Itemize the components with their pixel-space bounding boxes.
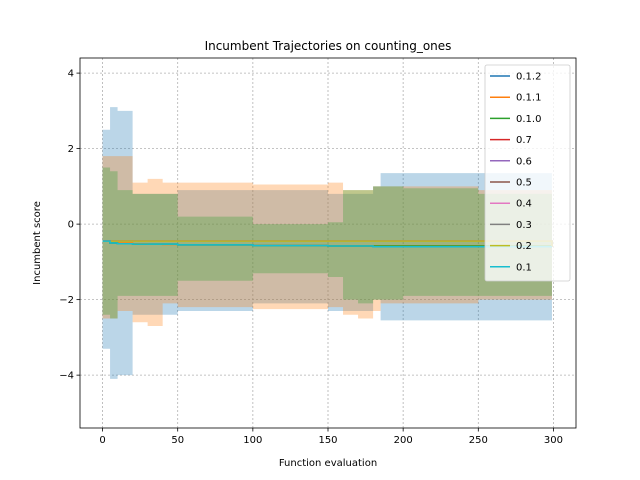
y-tick-label: −2 [59,295,74,306]
x-tick-label: 300 [544,435,563,446]
legend-label: 0.2 [516,241,532,252]
x-tick-label: 150 [318,435,337,446]
legend-label: 0.1.2 [516,72,541,83]
legend-label: 0.5 [516,178,532,189]
x-tick-label: 200 [394,435,413,446]
legend-label: 0.7 [516,135,532,146]
axis-ticks: 0 50 100 150 200 250 300 −4 −2 0 2 4 [59,69,563,446]
confidence-bands [102,107,552,379]
chart-title: Incumbent Trajectories on counting_ones [205,39,452,53]
line-0-1 [102,240,552,248]
band-0-1-2 [102,107,552,379]
legend-label: 0.6 [516,156,532,167]
plot-frame [79,57,577,429]
x-axis-label: Function evaluation [279,458,377,469]
legend-label: 0.1.1 [516,93,541,104]
y-tick-label: 0 [68,220,74,231]
y-tick-label: 2 [68,144,74,155]
legend-label: 0.4 [516,199,532,210]
y-axis-label: Incumbent score [32,201,43,285]
x-tick-label: 250 [469,435,488,446]
x-tick-label: 100 [243,435,262,446]
y-tick-label: 4 [68,69,74,80]
legend-label: 0.3 [516,220,532,231]
legend: 0.1.2 0.1.1 0.1.0 0.7 0.6 0.5 0.4 0.3 0.2 0.1 [484,64,571,282]
legend-label: 0.1.0 [516,114,541,125]
x-tick-label: 50 [171,435,184,446]
x-tick-label: 0 [99,435,105,446]
legend-label: 0.1 [516,262,532,273]
y-tick-label: −4 [59,371,74,382]
band-0-1-0 [102,167,552,319]
